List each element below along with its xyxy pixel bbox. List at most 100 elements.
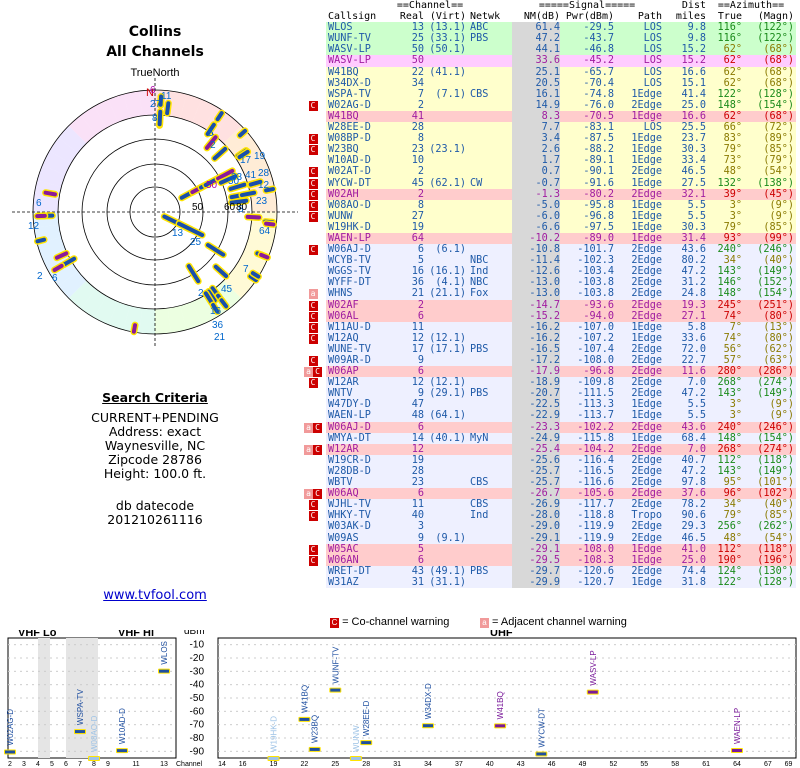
path: 2Edge: [631, 532, 662, 544]
table-row[interactable]: C WHKY-TV 40 Ind -28.0 -118.8 Tropo 90.6 79° (85°…: [300, 510, 796, 522]
table-row[interactable]: WAEN-LP 48 (64.1) -22.9 -113.7 1Edge 5.5 3° (9°): [300, 410, 796, 422]
signal-bar: [423, 724, 433, 728]
table-row[interactable]: C W06AJ-D 6 (6.1) -10.8 -101.7 2Edge 43.6 240° (2…: [300, 244, 796, 256]
table-row[interactable]: C W08BP-D 8 3.4 -87.5 1Edge 23.7 83° (89°): [300, 133, 796, 145]
callsign: W02AT-D: [328, 166, 371, 178]
virtual-channel: [424, 100, 466, 111]
virtual-channel: (49.1): [429, 565, 466, 577]
table-row[interactable]: W47DY-D 47 -22.5 -113.3 1Edge 5.5 3° (9°): [300, 399, 796, 411]
table-row[interactable]: W03AK-D 3 -29.0 -119.9 2Edge 29.3 256° (262°): [300, 521, 796, 533]
table-row[interactable]: WASV-LP 50 33.6 -45.2 LOS 15.2 62° (68°): [300, 55, 796, 67]
x-tick-label: 69: [785, 761, 793, 768]
legend-cochannel: = Co-channel warning: [342, 616, 450, 628]
radar-ring-segment: [108, 94, 130, 123]
nm-db: -28.0: [512, 510, 560, 522]
table-row[interactable]: WAEN-LP 64 -10.2 -89.0 1Edge 31.4 93° (99°): [300, 232, 796, 245]
table-row[interactable]: C WJHL-TV 11 CBS -26.9 -117.7 2Edge 78.2 34° (40°…: [300, 499, 796, 511]
table-row[interactable]: W09AS 9 (9.1) -29.1 -119.9 2Edge 46.5 48° (54°): [300, 532, 796, 544]
azimuth-true: 146°: [717, 277, 742, 289]
table-row[interactable]: C W09AR-D 9 -17.2 -108.0 2Edge 22.7 57° (63°): [300, 355, 796, 367]
table-row[interactable]: W28DB-D 28 -25.7 -116.5 2Edge 47.2 143° (149°): [300, 465, 796, 478]
table-row[interactable]: C W05AC 5 -29.1 -108.0 1Edge 41.0 112° (118°): [300, 543, 796, 555]
nm-db: 7.7: [512, 122, 560, 134]
radar-channel-label: 6: [52, 273, 58, 284]
table-row[interactable]: WGGS-TV 16 (16.1) Ind -12.6 -103.4 2Edge 47.2 14…: [300, 266, 796, 278]
warning-cell: [300, 477, 326, 489]
table-row[interactable]: C W02AH 2 -1.3 -80.2 2Edge 32.1 39° (45°): [300, 188, 796, 200]
radar-ring-segment: [94, 99, 118, 128]
table-row[interactable]: C W23BQ 23 (23.1) 2.6 -88.2 1Edge 30.3 79° (85°): [300, 144, 796, 156]
table-row[interactable]: C W02AG-D 2 14.9 -76.0 2Edge 25.0 148° (154°): [300, 99, 796, 111]
warning-cell: C: [300, 177, 326, 189]
distance-miles: 41.4: [681, 88, 706, 100]
table-row[interactable]: C W11AU-D 11 -16.2 -107.0 1Edge 5.8 7° (13°): [300, 321, 796, 333]
power-dbm: -116.4: [577, 454, 614, 466]
table-row[interactable]: a C W06AJ-D 6 -23.3 -102.2 2Edge 43.6 240° (246°): [300, 421, 796, 433]
table-row[interactable]: W10AD-D 10 1.7 -89.1 1Edge 33.4 73° (79°): [300, 155, 796, 167]
table-row[interactable]: C W06AN 6 -29.5 -108.3 1Edge 25.0 190° (196°): [300, 554, 796, 566]
table-row[interactable]: WASV-LP 50 (50.1) 44.1 -46.8 LOS 15.2 62° (68°): [300, 44, 796, 56]
network: [466, 333, 512, 344]
table-row[interactable]: WMYA-DT 14 (40.1) MyN -24.9 -115.8 1Edge 68.4 14…: [300, 432, 796, 444]
table-row[interactable]: a C W06AQ 6 -26.7 -105.6 2Edge 37.6 96° (102°): [300, 488, 796, 500]
table-row[interactable]: C WYCW-DT 45 (62.1) CW -0.7 -91.6 1Edge 27.5 132°…: [300, 177, 796, 189]
x-tick-label: 16: [239, 761, 247, 768]
table-row[interactable]: W19CR-D 19 -25.6 -116.4 2Edge 40.7 112° (118°): [300, 454, 796, 466]
path: LOS: [643, 66, 662, 78]
warning-cell: [300, 232, 326, 245]
warning-cell: [300, 532, 326, 544]
network: NBC: [470, 255, 489, 267]
distance-miles: 16.6: [681, 66, 706, 78]
table-row[interactable]: C W06AL 6 -15.2 -94.0 2Edge 27.1 74° (80°): [300, 310, 796, 322]
distance-miles: 27.5: [681, 177, 706, 189]
table-row[interactable]: W19HK-D 19 -6.6 -97.5 1Edge 30.3 79° (85°): [300, 221, 796, 233]
table-row[interactable]: a C W06AP 6 -17.9 -96.8 2Edge 11.6 280° (286°): [300, 366, 796, 378]
real-channel: 5: [417, 255, 424, 267]
table-row[interactable]: W34DX-D 34 20.5 -70.4 LOS 15.1 62° (68°): [300, 77, 796, 89]
power-dbm: -88.2: [583, 144, 614, 156]
table-row[interactable]: a C W12AR 12 -25.4 -104.2 2Edge 7.0 268° (274°): [300, 443, 796, 455]
table-row[interactable]: WYFF-DT 36 (4.1) NBC -13.0 -103.8 2Edge 31.2 146…: [300, 277, 796, 289]
tvfool-link[interactable]: www.tvfool.com: [103, 588, 207, 603]
table-row[interactable]: WUNF-TV 25 (33.1) PBS 47.2 -43.7 LOS 9.8 116° (12…: [300, 33, 796, 45]
table-row[interactable]: WSPA-TV 7 (7.1) CBS 16.1 -74.8 1Edge 41.4 122° (1…: [300, 88, 796, 100]
power-dbm: -70.4: [583, 77, 614, 89]
callsign: W06AQ: [328, 488, 359, 500]
radar-bar: [177, 221, 205, 238]
table-row[interactable]: WCYB-TV 5 NBC -11.4 -102.3 2Edge 80.2 34° (40°): [300, 255, 796, 267]
x-tick-label: 7: [78, 761, 82, 768]
virtual-channel: [424, 477, 466, 488]
table-row[interactable]: WNTV 9 (29.1) PBS -20.7 -111.5 2Edge 47.2 143° (1…: [300, 388, 796, 400]
real-channel: 13: [411, 22, 424, 34]
table-row[interactable]: C W12AR 12 (12.1) -18.9 -109.8 2Edge 7.0 268° (27…: [300, 377, 796, 389]
table-row[interactable]: C W08AO-D 8 -5.0 -95.8 1Edge 5.5 3° (9°): [300, 199, 796, 211]
table-row[interactable]: WRET-DT 43 (49.1) PBS -29.7 -120.6 2Edge 74.4 12…: [300, 565, 796, 577]
cochannel-warning-icon: C: [313, 444, 322, 455]
table-row[interactable]: WBTV 23 CBS -25.7 -116.6 2Edge 97.8 95° (101°): [300, 477, 796, 489]
path: LOS: [643, 122, 662, 134]
real-channel: 23: [411, 144, 424, 156]
table-row[interactable]: C WUNW 27 -6.0 -96.8 1Edge 5.5 3° (9°): [300, 210, 796, 222]
path: 1Edge: [631, 155, 662, 167]
table-row[interactable]: WUNE-TV 17 (17.1) PBS -16.5 -107.4 2Edge 72.0 56…: [300, 343, 796, 355]
table-row[interactable]: C W02AF 2 -14.7 -93.6 2Edge 19.3 245° (251°): [300, 299, 796, 311]
table-row[interactable]: W31AZ 31 (31.1) -29.9 -120.7 1Edge 31.8 122° (12…: [300, 576, 796, 588]
path: 1Edge: [631, 554, 662, 566]
callsign: WSPA-TV: [328, 88, 371, 100]
table-row[interactable]: a WHNS 21 (21.1) Fox -13.0 -103.8 2Edge 24.8 148°…: [300, 288, 796, 300]
table-row[interactable]: WLOS 13 (13.1) ABC 61.4 -29.5 LOS 9.8 116° (122°): [300, 22, 796, 34]
azimuth-true: 268°: [717, 377, 742, 389]
col-magn: (Magn): [742, 11, 796, 23]
table-row[interactable]: C W02AT-D 2 0.7 -90.1 2Edge 46.5 48° (54°): [300, 166, 796, 178]
distance-miles: 19.3: [681, 299, 706, 311]
nm-db: -12.6: [512, 266, 560, 278]
azimuth-true: 280°: [717, 366, 742, 378]
real-channel: 8: [417, 133, 424, 145]
table-row[interactable]: W41BQ 22 (41.1) 25.1 -65.7 LOS 16.6 62° (68°): [300, 66, 796, 78]
table-row[interactable]: C W12AQ 12 (12.1) -16.2 -107.2 1Edge 33.6 74° (80…: [300, 332, 796, 344]
cochannel-warning-icon: C: [308, 500, 318, 511]
cochannel-warning-icon: C: [308, 245, 318, 256]
virtual-channel: [424, 233, 466, 244]
table-row[interactable]: W41BQ 41 8.3 -70.5 1Edge 16.6 62° (68°): [300, 110, 796, 123]
table-row[interactable]: W28EE-D 28 7.7 -83.1 LOS 25.5 66° (72°): [300, 122, 796, 134]
